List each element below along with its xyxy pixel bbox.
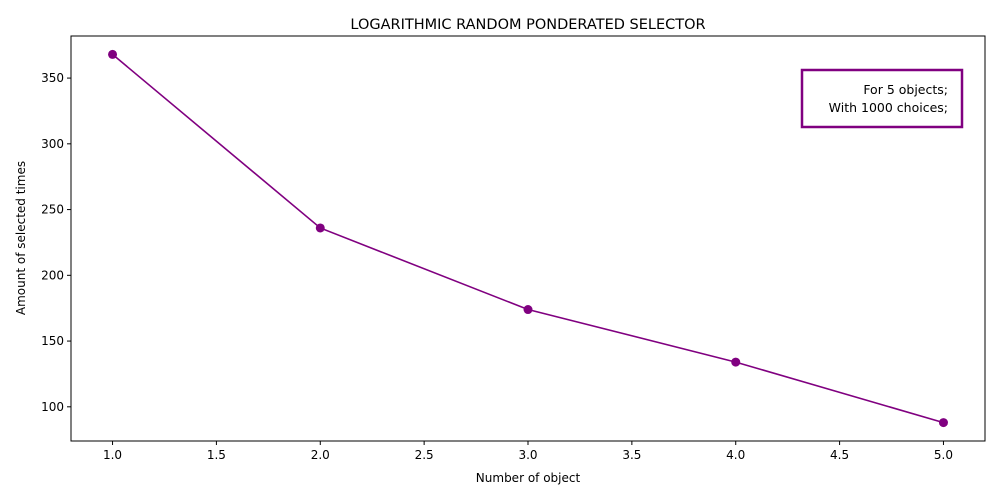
x-tick-label: 2.0 [311, 448, 330, 462]
x-tick-label: 3.0 [518, 448, 537, 462]
y-axis: 100 150 200 250 300 350 [41, 71, 71, 414]
y-tick-label: 300 [41, 137, 64, 151]
x-axis: 1.0 1.5 2.0 2.5 3.0 3.5 4.0 4.5 5.0 [103, 441, 953, 462]
y-tick-label: 100 [41, 400, 64, 414]
x-tick-label: 3.5 [622, 448, 641, 462]
data-point [523, 305, 533, 315]
y-tick-label: 150 [41, 334, 64, 348]
annotation-box: For 5 objects; With 1000 choices; [800, 68, 964, 129]
data-point [731, 357, 741, 367]
x-tick-label: 4.0 [726, 448, 745, 462]
x-tick-label: 4.5 [830, 448, 849, 462]
x-axis-label: Number of object [476, 471, 581, 485]
x-tick-label: 1.5 [207, 448, 226, 462]
x-tick-label: 1.0 [103, 448, 122, 462]
y-tick-label: 200 [41, 268, 64, 282]
x-tick-label: 2.5 [415, 448, 434, 462]
annotation-line-2: With 1000 choices; [829, 100, 948, 115]
annotation-line-1: For 5 objects; [863, 82, 948, 97]
y-tick-label: 350 [41, 71, 64, 85]
data-point [108, 49, 118, 59]
y-axis-label: Amount of selected times [14, 161, 28, 315]
x-tick-label: 5.0 [934, 448, 953, 462]
data-point [938, 418, 948, 428]
y-tick-label: 250 [41, 203, 64, 217]
plot-area [108, 49, 948, 428]
chart-title: LOGARITHMIC RANDOM PONDERATED SELECTOR [350, 17, 705, 33]
annotation-frame [800, 68, 964, 129]
data-point [315, 223, 325, 233]
